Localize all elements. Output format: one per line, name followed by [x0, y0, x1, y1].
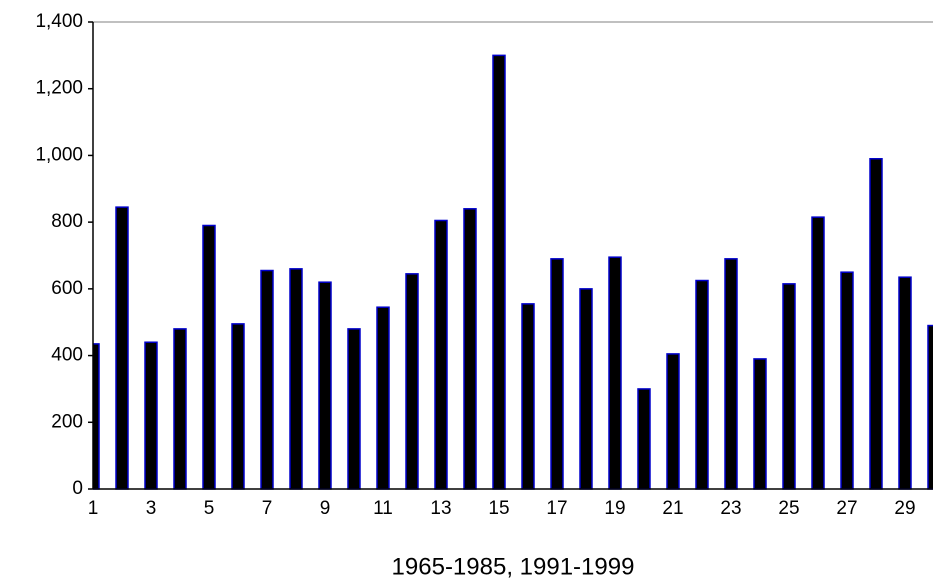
x-tick-label: 13 — [430, 498, 451, 519]
y-tick-label: 800 — [51, 211, 83, 232]
x-tick-label: 5 — [204, 498, 215, 519]
bar — [898, 276, 912, 490]
x-tick-label: 19 — [604, 498, 625, 519]
bar — [608, 256, 622, 490]
x-tick-label: 7 — [262, 498, 273, 519]
bar — [115, 206, 129, 490]
x-tick-label: 9 — [320, 498, 331, 519]
y-tick-label: 1,400 — [35, 11, 83, 32]
x-tick-label: 17 — [546, 498, 567, 519]
x-tick-label: 15 — [488, 498, 509, 519]
y-tick-label: 1,200 — [35, 78, 83, 99]
bar — [202, 224, 216, 490]
bar — [347, 328, 361, 490]
y-tick-label: 1,000 — [35, 144, 83, 165]
bar — [318, 281, 332, 490]
bar — [927, 324, 933, 490]
x-tick-label: 27 — [836, 498, 857, 519]
x-tick-label: 3 — [146, 498, 157, 519]
bar — [289, 268, 303, 490]
y-tick-label: 400 — [51, 345, 83, 366]
y-tick-label: 200 — [51, 411, 83, 432]
x-axis-label: 1965-1985, 1991-1999 — [392, 553, 635, 580]
x-tick-label: 23 — [720, 498, 741, 519]
x-tick-label: 25 — [778, 498, 799, 519]
bar — [405, 273, 419, 490]
bar — [840, 271, 854, 490]
x-tick-label: 1 — [88, 498, 99, 519]
bar — [753, 358, 767, 490]
bar — [695, 279, 709, 490]
y-tick-label: 600 — [51, 278, 83, 299]
bar — [869, 158, 883, 490]
x-tick-label: 11 — [373, 498, 393, 519]
bar — [492, 54, 506, 490]
bar — [521, 303, 535, 490]
bar — [579, 288, 593, 490]
x-tick-label: 29 — [894, 498, 915, 519]
x-tick-label: 21 — [662, 498, 683, 519]
bar — [144, 341, 158, 490]
y-tick-label: 0 — [72, 478, 83, 499]
bar — [724, 258, 738, 490]
bar — [93, 343, 100, 490]
bar — [782, 283, 796, 490]
bar — [173, 328, 187, 490]
bar — [550, 258, 564, 490]
bars — [93, 54, 933, 490]
bar — [811, 216, 825, 490]
bar — [376, 306, 390, 490]
bar — [463, 208, 477, 490]
bar — [260, 269, 274, 490]
bar — [231, 323, 245, 490]
bar — [666, 353, 680, 490]
bar — [637, 388, 651, 490]
bar — [434, 219, 448, 490]
